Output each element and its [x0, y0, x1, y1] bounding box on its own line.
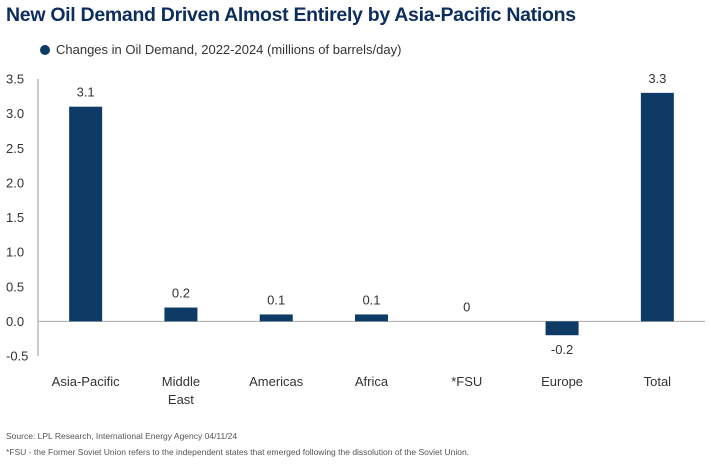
- x-category-label-line: Middle: [162, 374, 200, 389]
- y-tick-label: 3.0: [6, 106, 24, 121]
- bar-value-label: 0: [463, 299, 470, 314]
- legend-label: Changes in Oil Demand, 2022-2024 (millio…: [56, 42, 402, 57]
- x-category-label: Europe: [541, 374, 583, 389]
- y-tick-label: 3.5: [6, 72, 24, 87]
- bar: [164, 307, 198, 322]
- x-category-label-line: East: [168, 392, 194, 407]
- x-category-label: Asia-Pacific: [52, 374, 120, 389]
- x-category-label-line: Asia-Pacific: [52, 374, 120, 389]
- x-category-label-line: Americas: [249, 374, 304, 389]
- x-category-label: Africa: [355, 374, 389, 389]
- y-tick-label: 2.5: [6, 141, 24, 156]
- x-category-label: Middle East: [162, 374, 200, 407]
- y-tick-label: 0.0: [6, 314, 24, 329]
- x-category-label: Total: [644, 374, 672, 389]
- x-category-label-line: Africa: [355, 374, 389, 389]
- chart-title: New Oil Demand Driven Almost Entirely by…: [6, 4, 576, 26]
- bar-value-label: 0.1: [362, 292, 380, 307]
- bar: [640, 92, 674, 322]
- bar-value-label: 0.1: [267, 292, 285, 307]
- y-tick-label: -0.5: [6, 349, 28, 364]
- bar-value-label: -0.2: [551, 342, 573, 357]
- fsu-footnote: *FSU - the Former Soviet Union refers to…: [6, 447, 470, 457]
- source-note: Source: LPL Research, International Ener…: [6, 431, 238, 441]
- legend-marker: [40, 44, 50, 55]
- x-category-label: *FSU: [451, 374, 482, 389]
- bar: [69, 106, 103, 322]
- x-category-label-line: Europe: [541, 374, 583, 389]
- y-tick-label: 1.5: [6, 210, 24, 225]
- legend: Changes in Oil Demand, 2022-2024 (millio…: [40, 42, 401, 57]
- bar: [355, 314, 388, 322]
- y-tick-label: 0.5: [6, 279, 24, 294]
- y-tick-label: 1.0: [6, 245, 24, 260]
- y-tick-label: 2.0: [6, 175, 24, 190]
- bar-value-label: 0.2: [172, 286, 190, 301]
- x-category-label-line: Total: [644, 374, 672, 389]
- x-category-label: Americas: [249, 374, 304, 389]
- bar: [259, 314, 293, 322]
- bar-value-label: 3.1: [77, 85, 95, 100]
- bar-value-label: 3.3: [648, 71, 666, 86]
- bar: [545, 321, 579, 336]
- x-category-label-line: *FSU: [451, 374, 482, 389]
